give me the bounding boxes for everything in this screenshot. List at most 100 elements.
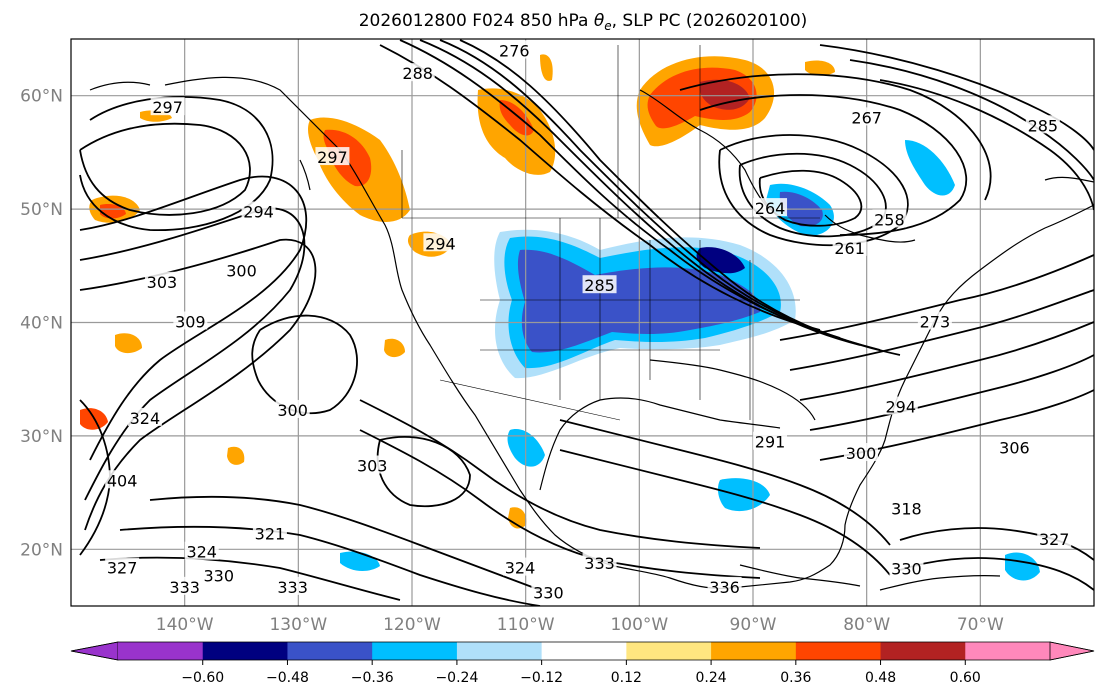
contour-label-background bbox=[275, 576, 310, 595]
contour-label: 333 bbox=[169, 578, 200, 597]
contour-label-background bbox=[872, 209, 907, 228]
contour-label-background bbox=[315, 147, 350, 166]
contour-label-background bbox=[889, 498, 924, 517]
contour-label: 303 bbox=[147, 273, 178, 292]
contour-label-background bbox=[502, 557, 537, 576]
contour-label: 324 bbox=[130, 409, 161, 428]
contour-label-background bbox=[531, 582, 566, 601]
contour-label: 297 bbox=[317, 148, 348, 167]
contour-label-background bbox=[997, 437, 1032, 456]
contour-label: 276 bbox=[499, 41, 530, 60]
contour-label: 285 bbox=[1028, 116, 1059, 135]
colorbar-tick-label: 0.12 bbox=[611, 670, 642, 686]
contour-label: 333 bbox=[277, 578, 308, 597]
anomaly-negative-region-hudson bbox=[905, 140, 955, 196]
contour-label-background bbox=[173, 311, 208, 330]
contour-label-background bbox=[843, 443, 878, 462]
latitude-axis: 60°N 50°N 40°N 30°N 20°N bbox=[20, 87, 63, 561]
contour-label: 404 bbox=[107, 471, 138, 490]
contour-label: 300 bbox=[846, 444, 877, 463]
contour-label-background bbox=[184, 541, 219, 560]
colorbar-bin bbox=[880, 642, 966, 660]
contour-label: 330 bbox=[203, 567, 234, 586]
contour-label: 300 bbox=[277, 401, 308, 420]
contour-label: 333 bbox=[584, 554, 615, 573]
contour-label-background bbox=[127, 407, 162, 426]
longitude-tick-label: 100°W bbox=[610, 615, 668, 635]
map-frame bbox=[70, 38, 1095, 607]
contour-label-background bbox=[707, 576, 742, 595]
colorbar-bin bbox=[118, 642, 204, 660]
latitude-tick-label: 60°N bbox=[20, 87, 63, 107]
anomaly-positive-region-mex bbox=[227, 446, 245, 465]
anomaly-negative-region-gulf bbox=[717, 478, 770, 512]
longitude-tick-label: 90°W bbox=[730, 615, 777, 635]
contour-label-background bbox=[849, 107, 884, 126]
colorbar-bin bbox=[965, 642, 1051, 660]
contour-label-background bbox=[423, 233, 458, 252]
colorbar-tick-label: 0.36 bbox=[780, 670, 811, 686]
longitude-tick-label: 70°W bbox=[957, 615, 1004, 635]
colorbar-bin bbox=[287, 642, 373, 660]
anomaly-positive-region-labrador bbox=[805, 60, 835, 76]
longitude-axis: 140°W 130°W 120°W 110°W 100°W 90°W 80°W 70°W bbox=[156, 615, 1004, 635]
longitude-tick-label: 80°W bbox=[843, 615, 890, 635]
colorbar-tick-label: −0.24 bbox=[435, 670, 478, 686]
contour-label-background bbox=[252, 523, 287, 542]
contour-label-background bbox=[201, 565, 236, 584]
contour-label-background bbox=[400, 63, 435, 82]
colorbar-tick-label: 0.24 bbox=[696, 670, 727, 686]
contour-label: 330 bbox=[533, 584, 564, 603]
contour-label: 285 bbox=[584, 276, 615, 295]
contour-label-background bbox=[355, 455, 390, 474]
anomaly-positive-region-california bbox=[384, 338, 405, 358]
colorbar-bin bbox=[202, 642, 288, 660]
contour-label: 324 bbox=[186, 543, 217, 562]
colorbar-bin bbox=[541, 642, 627, 660]
colorbar-bin bbox=[711, 642, 797, 660]
contour-label: 300 bbox=[226, 261, 257, 280]
latitude-tick-label: 50°N bbox=[20, 200, 63, 220]
contour-label: 336 bbox=[709, 578, 740, 597]
colorbar-tick-label: 0.48 bbox=[865, 670, 896, 686]
contour-label-background bbox=[167, 576, 202, 595]
contour-label-background bbox=[753, 198, 788, 217]
contour-label-background bbox=[582, 553, 617, 572]
contour-label: 291 bbox=[755, 433, 786, 452]
contour-label: 330 bbox=[891, 560, 922, 579]
contour-label: 324 bbox=[505, 559, 536, 578]
colorbar-tick-label: −0.36 bbox=[351, 670, 394, 686]
contour-label: 297 bbox=[152, 98, 183, 117]
colorbar-bin bbox=[372, 642, 458, 660]
colorbar: −0.60 −0.48 −0.36 −0.24 −0.12 0.12 0.24 0.36 0.4… bbox=[70, 641, 1095, 686]
contour-label: 261 bbox=[834, 239, 865, 258]
contour-label-background bbox=[832, 237, 867, 256]
colorbar-tick-label: −0.12 bbox=[520, 670, 563, 686]
contour-label: 258 bbox=[874, 210, 905, 229]
colorbar-tick-label: −0.48 bbox=[266, 670, 309, 686]
graticule bbox=[71, 39, 1094, 606]
latitude-tick-label: 40°N bbox=[20, 314, 63, 334]
colorbar-tick-label: 0.60 bbox=[950, 670, 981, 686]
contour-label-background bbox=[224, 260, 259, 279]
contour-label-background bbox=[275, 399, 310, 418]
contour-label-background bbox=[150, 97, 185, 116]
contour-label-background bbox=[889, 558, 924, 577]
contour-label: 321 bbox=[255, 525, 286, 544]
contour-label-background bbox=[105, 557, 140, 576]
colorbar-over-extension bbox=[1049, 641, 1095, 661]
contour-label-background bbox=[1025, 115, 1060, 134]
contour-label: 294 bbox=[885, 398, 916, 417]
contour-label: 318 bbox=[891, 500, 922, 519]
contour-label: 267 bbox=[851, 108, 882, 127]
anomaly-positive-region-canada-east-deep bbox=[699, 79, 750, 110]
contour-label: 294 bbox=[243, 203, 274, 222]
contour-label: 327 bbox=[107, 559, 138, 578]
anomaly-negative-region-caribbean bbox=[1005, 552, 1040, 581]
contour-label: 264 bbox=[755, 199, 786, 218]
contour-label-background bbox=[917, 311, 952, 330]
contour-label-background bbox=[144, 271, 179, 290]
longitude-tick-label: 120°W bbox=[383, 615, 441, 635]
anomaly-negative-region-plains-darkest bbox=[696, 247, 745, 274]
